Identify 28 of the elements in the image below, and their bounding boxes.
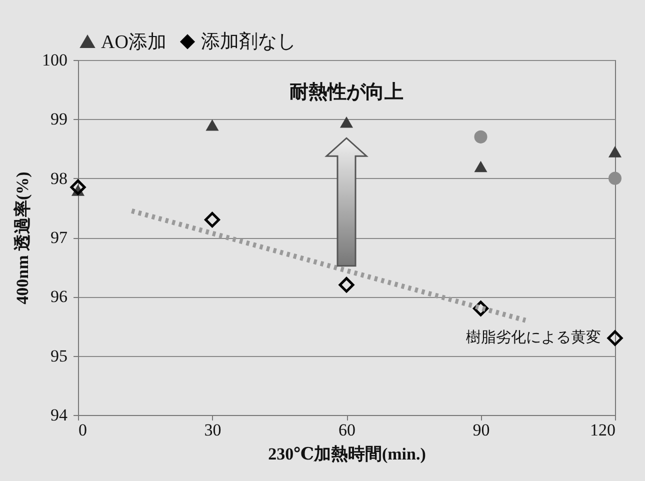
annotation: 耐熱性が向上 — [290, 80, 404, 103]
y-tick-label: 100 — [42, 50, 68, 70]
y-tick-label: 97 — [50, 228, 68, 247]
point — [340, 116, 354, 128]
y-tick-label: 96 — [50, 287, 68, 306]
y-tick-label: 94 — [50, 406, 68, 424]
x-tick-label: 0 — [78, 420, 87, 440]
legend-label: 添加剤なし — [201, 30, 296, 53]
x-tick-label: 120 — [590, 420, 616, 440]
point — [607, 330, 623, 346]
y-tick-label: 99 — [50, 110, 68, 129]
point — [608, 172, 622, 185]
x-tick-label: 60 — [338, 420, 356, 440]
y-tick-label: 95 — [50, 346, 68, 366]
point — [206, 119, 219, 131]
y-tick-label: 98 — [50, 168, 68, 188]
point — [474, 130, 488, 144]
point — [608, 146, 622, 158]
point — [204, 212, 220, 228]
legend-label: AO添加 — [101, 32, 166, 53]
x-tick-label: 30 — [204, 420, 222, 440]
y-axis-title: 400nm 透過率(%) — [13, 172, 32, 304]
annotation: 樹脂劣化による黄変 — [466, 328, 601, 346]
x-axis-title: 230℃加熱時間(min.) — [268, 444, 426, 464]
point — [70, 179, 86, 195]
point — [474, 160, 488, 172]
point — [338, 277, 354, 293]
x-tick-label: 90 — [472, 420, 490, 440]
